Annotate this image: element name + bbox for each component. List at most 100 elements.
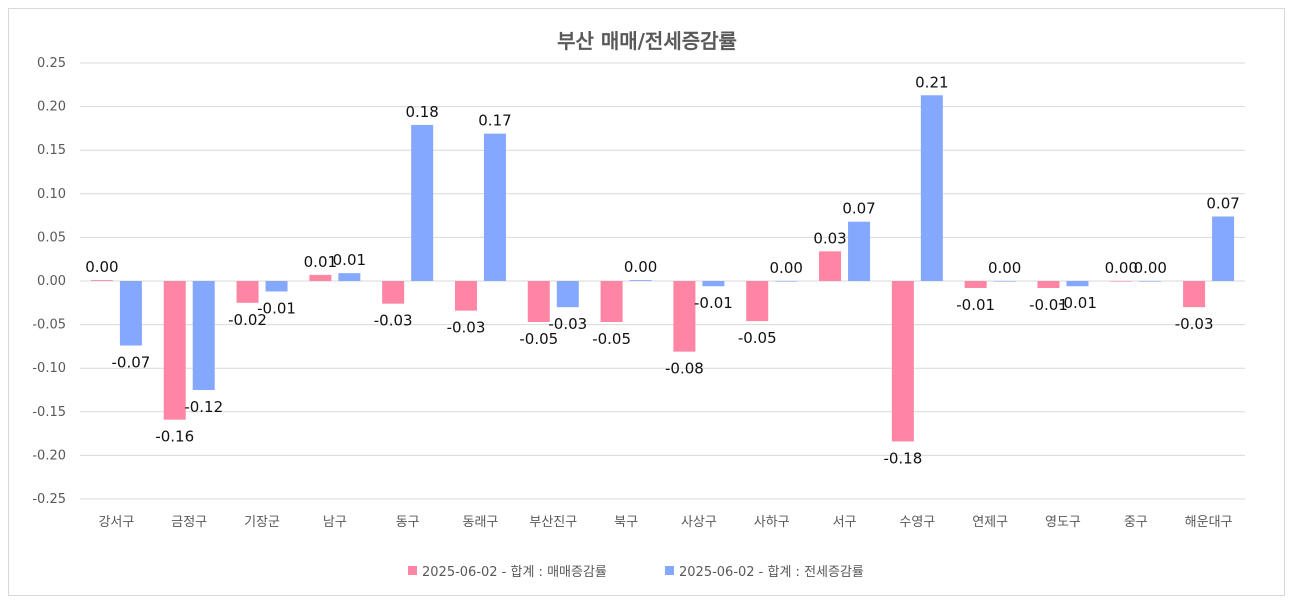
data-label: 0.00 xyxy=(1105,259,1138,277)
data-label: -0.03 xyxy=(447,319,486,337)
bar-series-2 xyxy=(265,281,288,292)
bar-series-1 xyxy=(964,281,987,288)
bar-series-2 xyxy=(920,95,943,281)
bar-series-1 xyxy=(309,274,332,281)
data-label: -0.16 xyxy=(155,428,194,446)
legend-label: 2025-06-02 - 합계 : 전세증감률 xyxy=(679,565,864,580)
data-label: -0.03 xyxy=(1175,315,1214,333)
data-labels: 0.00-0.07-0.16-0.12-0.02-0.010.010.01-0.… xyxy=(85,73,1240,467)
data-label: 0.07 xyxy=(842,200,875,218)
y-tick-label: 0.10 xyxy=(37,187,66,202)
legend-swatch xyxy=(408,566,417,575)
data-label: 0.18 xyxy=(405,103,438,121)
x-category-label: 기장군 xyxy=(244,515,280,530)
bar-series-1 xyxy=(163,281,186,420)
data-label: -0.02 xyxy=(228,311,267,329)
bar-series-2 xyxy=(775,281,798,282)
y-tick-label: 0.05 xyxy=(37,230,66,245)
data-label: 0.17 xyxy=(478,112,511,130)
bar-series-1 xyxy=(1183,281,1206,308)
y-axis-ticks: 0.25 0.20 0.15 0.10 0.05 0.00 -0.05 -0.10 -0.15 -… xyxy=(32,56,66,507)
y-tick-label: -0.10 xyxy=(32,361,66,376)
data-label: 0.01 xyxy=(333,251,366,269)
y-tick-label: -0.20 xyxy=(32,448,66,463)
bar-series-1 xyxy=(819,251,842,281)
legend-label: 2025-06-02 - 합계 : 매매증감률 xyxy=(422,565,607,580)
bar-series-1 xyxy=(673,281,696,352)
bar-series-2 xyxy=(338,273,361,281)
bar-series-1 xyxy=(454,281,477,311)
data-label: -0.01 xyxy=(694,294,733,312)
bar-series-2 xyxy=(411,124,434,281)
data-label: -0.03 xyxy=(548,315,587,333)
data-label: 0.00 xyxy=(770,259,803,277)
x-category-label: 중구 xyxy=(1124,515,1148,530)
bar-series-2 xyxy=(192,281,215,390)
y-tick-label: 0.00 xyxy=(37,274,66,289)
bars xyxy=(90,95,1235,442)
x-category-label: 수영구 xyxy=(899,515,935,530)
x-category-label: 강서구 xyxy=(98,515,134,530)
legend: 2025-06-02 - 합계 : 매매증감률 2025-06-02 - 합계 :… xyxy=(408,565,864,580)
data-label: -0.01 xyxy=(956,296,995,314)
data-label: 0.00 xyxy=(85,258,118,276)
y-tick-label: -0.15 xyxy=(32,405,66,420)
x-axis-categories: 강서구 금정구 기장군 남구 동구 동래구 부산진구 북구 사상구 사하구 서구 수영구 연제구 영도구 중… xyxy=(98,515,1232,530)
bar-series-2 xyxy=(1066,281,1089,287)
x-category-label: 북구 xyxy=(614,515,638,530)
bar-series-1 xyxy=(382,281,405,304)
data-label: -0.03 xyxy=(374,312,413,330)
data-label: -0.05 xyxy=(592,330,631,348)
data-label: -0.05 xyxy=(738,329,777,347)
bar-series-1 xyxy=(891,281,914,442)
y-tick-label: -0.05 xyxy=(32,318,66,333)
bar-series-2 xyxy=(629,280,652,281)
bar-series-2 xyxy=(993,281,1016,282)
data-label: 0.00 xyxy=(988,259,1021,277)
bar-series-2 xyxy=(702,281,725,287)
x-category-label: 서구 xyxy=(833,515,857,530)
x-category-label: 해운대구 xyxy=(1185,515,1233,530)
bar-series-1 xyxy=(1110,281,1133,282)
bar-series-2 xyxy=(483,133,506,281)
bar-series-1 xyxy=(746,281,769,322)
y-tick-label: 0.25 xyxy=(37,56,66,71)
bar-series-2 xyxy=(1139,281,1162,282)
bar-series-2 xyxy=(1212,216,1235,281)
bar-series-1 xyxy=(1037,281,1060,288)
data-label: 0.00 xyxy=(624,258,657,276)
bar-series-1 xyxy=(527,281,550,322)
data-label: 0.03 xyxy=(813,229,846,247)
bar-series-2 xyxy=(848,221,871,281)
data-label: -0.07 xyxy=(112,354,151,372)
data-label: -0.18 xyxy=(883,449,922,467)
data-label: -0.01 xyxy=(257,299,296,317)
x-category-label: 사하구 xyxy=(754,515,790,530)
data-label: -0.05 xyxy=(519,330,558,348)
x-category-label: 사상구 xyxy=(681,515,717,530)
x-category-label: 연제구 xyxy=(972,515,1008,530)
x-category-label: 남구 xyxy=(323,515,347,530)
x-category-label: 동구 xyxy=(396,515,420,530)
data-label: 0.07 xyxy=(1206,194,1239,212)
y-tick-label: 0.20 xyxy=(37,100,66,115)
chart-title: 부산 매매/전세증감률 xyxy=(557,29,737,53)
data-label: -0.01 xyxy=(1029,296,1068,314)
x-category-label: 동래구 xyxy=(463,515,499,530)
x-category-label: 금정구 xyxy=(171,515,207,530)
data-label: 0.00 xyxy=(1134,259,1167,277)
y-tick-label: 0.15 xyxy=(37,143,66,158)
data-label: -0.01 xyxy=(1058,294,1097,312)
bar-series-1 xyxy=(236,281,259,303)
bar-series-2 xyxy=(119,281,142,346)
legend-swatch xyxy=(665,566,674,575)
x-category-label: 영도구 xyxy=(1045,515,1081,530)
y-tick-label: -0.25 xyxy=(32,492,66,507)
data-label: -0.08 xyxy=(665,360,704,378)
data-label: -0.12 xyxy=(184,398,223,416)
data-label: 0.21 xyxy=(915,73,948,91)
data-label: 0.01 xyxy=(304,253,337,271)
chart-frame xyxy=(8,8,1285,596)
bar-series-1 xyxy=(90,280,113,281)
